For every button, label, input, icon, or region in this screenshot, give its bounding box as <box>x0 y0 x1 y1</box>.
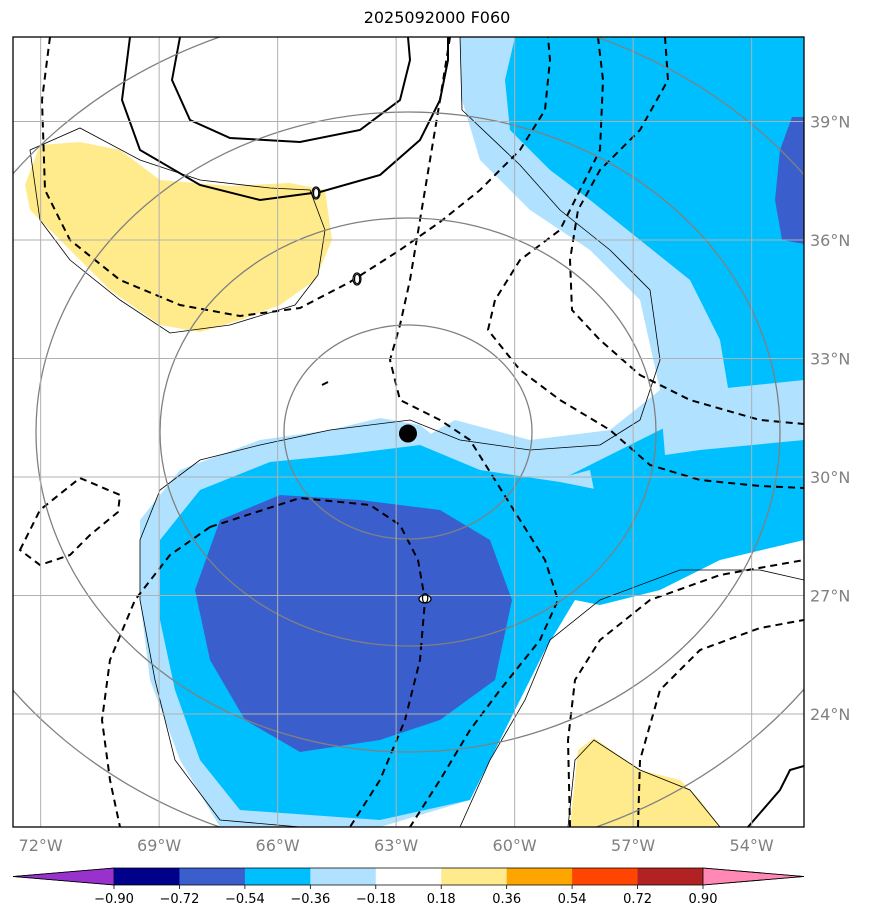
colorbar-segment <box>637 868 704 885</box>
colorbar-segment <box>441 868 508 885</box>
longitude-label: 57°W <box>611 836 655 855</box>
colorbar-segment <box>179 868 246 885</box>
colorbar-tick-label: 0.36 <box>492 892 521 907</box>
colorbar-tick-label: 0.54 <box>558 892 587 907</box>
latitude-label: 24°N <box>810 705 850 724</box>
longitude-label: 60°W <box>493 836 537 855</box>
colorbar-tick-label: −0.18 <box>356 892 396 907</box>
colorbar-tick-label: −0.72 <box>160 892 200 907</box>
range-ring-middle <box>159 217 657 647</box>
contour-label-south: 0 <box>421 592 429 607</box>
colorbar-extend-high <box>702 867 805 886</box>
colorbar-tick-label: 0.18 <box>427 892 456 907</box>
colorbar-tick-label: −0.36 <box>290 892 330 907</box>
storm-center-marker <box>399 424 417 443</box>
longitude-label: 63°W <box>374 836 418 855</box>
colorbar-tick-label: 0.90 <box>689 892 718 907</box>
longitude-labels: 72°W 69°W 66°W 63°W 60°W 57°W 54°W <box>19 836 774 855</box>
colorbar-segment <box>375 868 442 885</box>
latitude-label: 39°N <box>810 113 850 132</box>
colorbar-segment <box>244 868 311 885</box>
contour-labels: 0 0 0 <box>311 186 432 607</box>
latitude-label: 36°N <box>810 231 850 250</box>
contour-label-top: 0 <box>312 187 320 202</box>
longitude-label: 54°W <box>730 836 774 855</box>
fill-blue-east-edge <box>775 117 804 244</box>
fill-regions <box>25 37 804 827</box>
colorbar <box>12 867 805 886</box>
contour-label-mid: 0 <box>353 273 361 288</box>
colorbar-segment <box>114 868 180 885</box>
longitude-label: 69°W <box>137 836 181 855</box>
range-rings <box>13 37 804 827</box>
fill-cyan-east <box>505 37 804 420</box>
latitude-label: 30°N <box>810 468 850 487</box>
colorbar-extend-low <box>12 867 115 886</box>
range-ring-inner <box>283 324 533 540</box>
latitude-label: 27°N <box>810 587 850 606</box>
fill-lightblue-east-band <box>660 380 804 455</box>
latitude-label: 33°N <box>810 350 850 369</box>
latitude-labels: 39°N 36°N 33°N 30°N 27°N 24°N <box>810 113 850 725</box>
graticule <box>13 37 804 827</box>
colorbar-segment <box>506 868 573 885</box>
colorbar-tick-labels: −0.90 −0.72 −0.54 −0.36 −0.18 0.18 0.36 0.54 0.7… <box>94 885 717 907</box>
longitude-label: 72°W <box>19 836 63 855</box>
colorbar-tick-label: −0.54 <box>225 892 265 907</box>
plot-title: 2025092000 F060 <box>363 8 511 27</box>
fill-dark-blue-south <box>195 495 512 752</box>
colorbar-tick-label: −0.90 <box>94 892 134 907</box>
map-frame <box>12 36 805 828</box>
colorbar-segment <box>572 868 639 885</box>
colorbar-segment <box>310 868 377 885</box>
fill-yellow-northwest <box>25 142 332 332</box>
colorbar-tick-label: 0.72 <box>623 892 652 907</box>
range-ring-outer <box>35 111 781 753</box>
fill-yellow-south <box>570 738 720 827</box>
longitude-label: 66°W <box>256 836 300 855</box>
